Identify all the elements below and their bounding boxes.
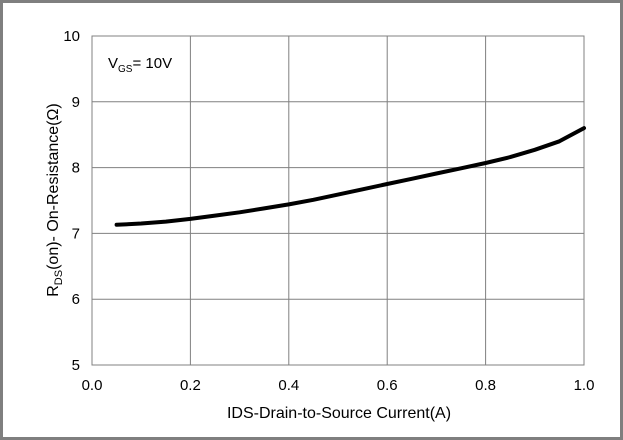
x-tick-label: 1.0 [574, 377, 595, 394]
x-tick-label: 0.0 [82, 377, 103, 394]
x-tick-label: 0.6 [377, 377, 398, 394]
tick-labels: 0.0 0.2 0.4 0.6 0.8 1.0 5 6 7 8 9 10 [63, 28, 594, 394]
y-tick-label: 6 [72, 291, 80, 308]
x-tick-label: 0.8 [475, 377, 496, 394]
series-line [114, 126, 586, 227]
y-tick-label: 10 [63, 28, 80, 45]
y-axis-label: RDS(on)- On-Resistance(Ω) [45, 103, 65, 297]
y-tick-label: 8 [72, 160, 80, 177]
y-tick-label: 9 [72, 94, 80, 111]
grid [91, 35, 585, 366]
y-tick-label: 7 [72, 225, 80, 242]
x-tick-label: 0.2 [180, 377, 201, 394]
x-axis-label: IDS-Drain-to-Source Current(A) [227, 405, 451, 422]
x-tick-label: 0.4 [278, 377, 299, 394]
series-group [114, 126, 586, 227]
y-tick-label: 5 [72, 357, 80, 374]
plot-border [91, 35, 585, 366]
vgs-annotation: VGS= 10V [108, 55, 172, 75]
